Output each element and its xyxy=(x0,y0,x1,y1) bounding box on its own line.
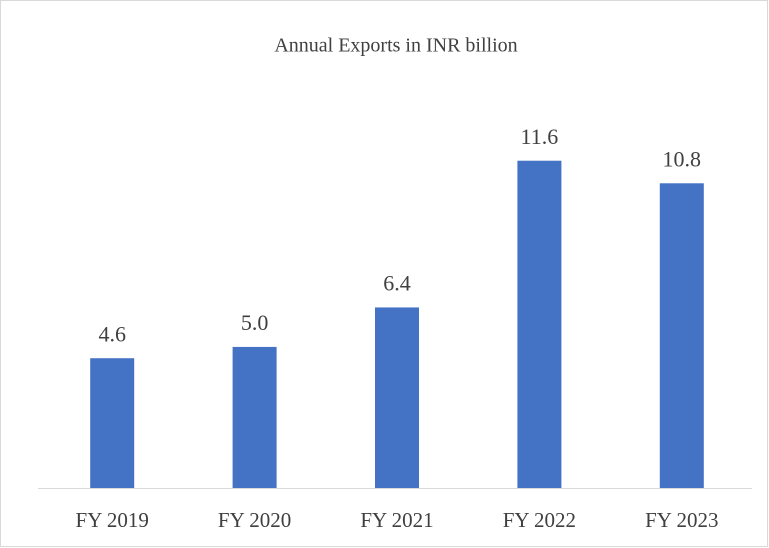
x-tick-label: FY 2022 xyxy=(503,508,576,532)
x-tick-label: FY 2021 xyxy=(360,508,433,532)
data-label: 10.8 xyxy=(663,146,702,171)
bar xyxy=(375,307,419,488)
x-tick-label: FY 2023 xyxy=(645,508,718,532)
chart-title: Annual Exports in INR billion xyxy=(274,35,517,57)
bar xyxy=(90,358,135,488)
bar xyxy=(517,160,562,488)
x-tick-label: FY 2020 xyxy=(218,508,291,532)
x-tick-label: FY 2019 xyxy=(76,508,149,532)
data-label: 4.6 xyxy=(98,321,126,346)
data-label: 11.6 xyxy=(521,124,559,149)
bar xyxy=(659,183,704,489)
data-label: 5.0 xyxy=(241,310,269,335)
bar xyxy=(232,346,277,488)
data-label: 6.4 xyxy=(383,270,411,295)
